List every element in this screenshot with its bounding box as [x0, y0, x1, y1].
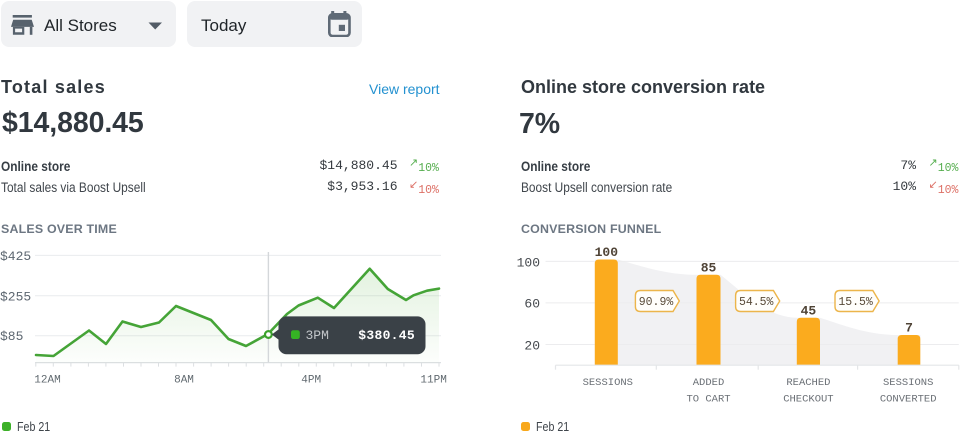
svg-text:3PM: 3PM [306, 328, 329, 343]
svg-text:54.5%: 54.5% [739, 296, 774, 309]
svg-text:15.5%: 15.5% [838, 296, 873, 309]
svg-text:REACHED: REACHED [786, 377, 830, 389]
svg-text:12AM: 12AM [34, 375, 60, 387]
svg-text:85: 85 [701, 261, 717, 276]
svg-text:60: 60 [524, 297, 540, 312]
svg-text:$425: $425 [0, 249, 31, 264]
svg-text:$380.45: $380.45 [358, 328, 415, 343]
svg-text:11PM: 11PM [420, 375, 446, 387]
svg-text:20: 20 [524, 338, 540, 353]
svg-text:90.9%: 90.9% [639, 296, 674, 309]
svg-text:8AM: 8AM [174, 375, 194, 387]
svg-text:100: 100 [595, 245, 619, 260]
svg-text:CHECKOUT: CHECKOUT [783, 394, 833, 406]
svg-text:ADDED: ADDED [693, 377, 725, 389]
svg-text:4PM: 4PM [301, 375, 321, 387]
svg-text:$85: $85 [0, 329, 23, 344]
svg-text:7: 7 [905, 321, 913, 336]
svg-text:100: 100 [517, 255, 540, 270]
svg-text:$255: $255 [0, 289, 31, 304]
svg-text:SESSIONS: SESSIONS [883, 377, 933, 389]
svg-text:TO CART: TO CART [686, 394, 730, 406]
svg-text:SESSIONS: SESSIONS [583, 377, 633, 389]
svg-text:CONVERTED: CONVERTED [880, 394, 937, 406]
svg-text:45: 45 [801, 304, 817, 319]
